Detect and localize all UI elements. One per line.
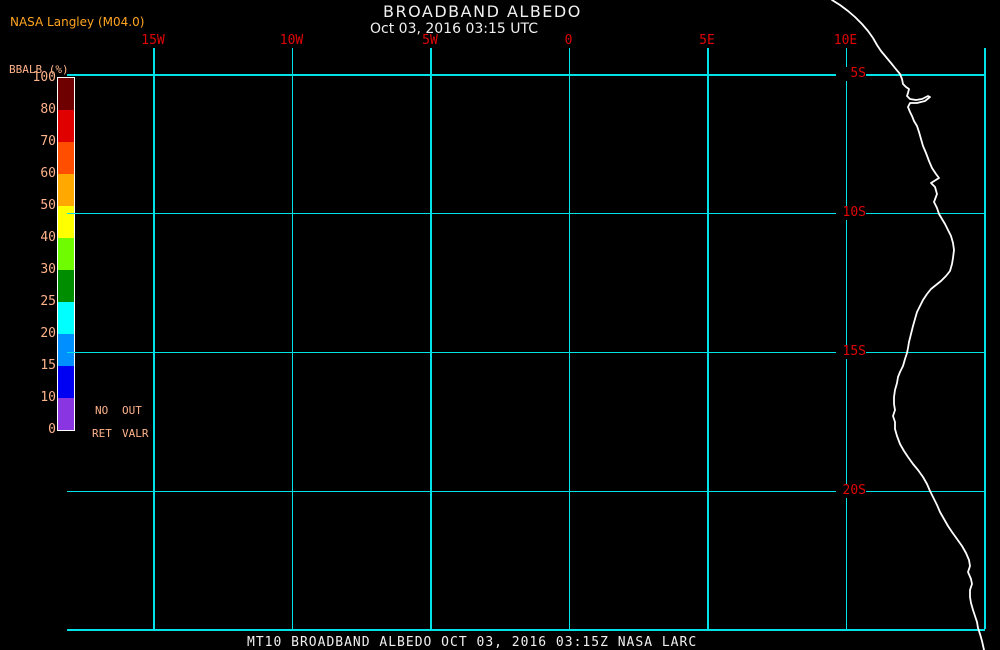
colorbar-tick-10: 10	[40, 390, 56, 405]
legend-ret-label: RET	[92, 427, 112, 440]
lat-gridline	[67, 629, 985, 631]
lon-label-0: 0	[564, 33, 573, 48]
colorbar-segment-20-25	[58, 302, 74, 334]
colorbar-tick-80: 80	[40, 102, 56, 117]
colorbar-segment-60-70	[58, 142, 74, 174]
lon-gridline	[845, 48, 847, 629]
colorbar-tick-70: 70	[40, 134, 56, 149]
legend-valr-label: VALR	[122, 427, 149, 440]
lon-gridline	[291, 48, 293, 629]
lat-gridline	[67, 74, 985, 76]
colorbar-segment-80-100	[58, 78, 74, 110]
lat-gridline	[67, 351, 985, 353]
lat-gridline	[67, 490, 985, 492]
legend-no-label: NO	[95, 404, 109, 417]
colorbar-segment-0-10	[58, 398, 74, 430]
footer-caption: MT10 BROADBAND ALBEDO OCT 03, 2016 03:15…	[247, 635, 698, 650]
lat-label-15S: 15S	[836, 344, 866, 359]
lon-gridline	[984, 48, 986, 629]
colorbar-segment-10-15	[58, 366, 74, 398]
page-title: BROADBAND ALBEDO	[383, 2, 582, 21]
lon-label-10W: 10W	[279, 33, 304, 48]
lon-gridline	[568, 48, 570, 629]
lon-gridline	[430, 48, 432, 629]
lat-label-20S: 20S	[836, 483, 866, 498]
colorbar	[57, 77, 75, 431]
colorbar-tick-100: 100	[32, 70, 56, 85]
lon-label-10E: 10E	[833, 33, 858, 48]
colorbar-tick-15: 15	[40, 358, 56, 373]
source-label: NASA Langley (M04.0)	[10, 15, 145, 29]
legend-out-label: OUT	[122, 404, 142, 417]
colorbar-tick-50: 50	[40, 198, 56, 213]
lat-label-10S: 10S	[836, 205, 866, 220]
colorbar-tick-60: 60	[40, 166, 56, 181]
colorbar-tick-30: 30	[40, 262, 56, 277]
colorbar-tick-40: 40	[40, 230, 56, 245]
lat-label-5S: 5S	[836, 67, 866, 81]
colorbar-segment-30-40	[58, 238, 74, 270]
lat-gridline	[67, 212, 985, 214]
lon-label-5E: 5E	[699, 33, 715, 48]
colorbar-segment-50-60	[58, 174, 74, 206]
lon-gridline	[153, 48, 155, 629]
colorbar-label: BBALB (%)	[9, 63, 69, 76]
colorbar-segment-70-80	[58, 110, 74, 142]
colorbar-tick-0: 0	[48, 422, 56, 437]
colorbar-segment-15-20	[58, 334, 74, 366]
colorbar-tick-20: 20	[40, 326, 56, 341]
colorbar-tick-25: 25	[40, 294, 56, 309]
lon-label-5W: 5W	[422, 33, 438, 48]
lon-label-15W: 15W	[141, 33, 165, 48]
colorbar-segment-40-50	[58, 206, 74, 238]
lon-gridline	[707, 48, 709, 629]
colorbar-segment-25-30	[58, 270, 74, 302]
timestamp-label: Oct 03, 2016 03:15 UTC	[370, 21, 538, 37]
